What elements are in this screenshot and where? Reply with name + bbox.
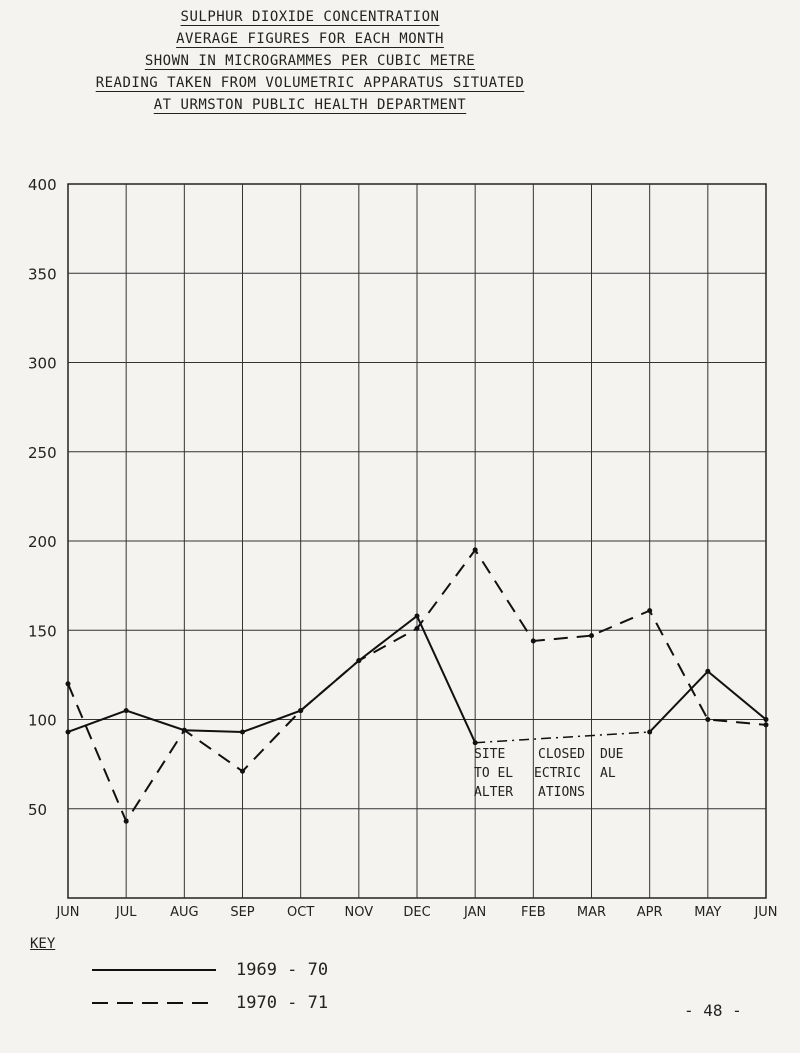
legend-entry-1970: 1970 - 71 <box>92 993 328 1013</box>
data-point <box>181 727 187 733</box>
data-point <box>414 625 420 631</box>
data-point <box>705 717 711 722</box>
data-point <box>123 818 129 824</box>
data-point <box>123 708 129 714</box>
series-line-1969-70 <box>67 614 477 744</box>
annotation-text: SITE <box>474 747 505 762</box>
annotation-text: ALTER <box>474 785 513 800</box>
x-tick-label: JAN <box>463 905 486 920</box>
data-point <box>763 717 769 722</box>
y-tick-label: 100 <box>28 712 57 730</box>
legend-dashed-sample <box>92 1002 216 1004</box>
data-point <box>65 681 71 687</box>
x-tick-label: NOV <box>345 905 374 920</box>
data-point <box>647 608 653 614</box>
data-point <box>530 638 536 644</box>
title-line-4: READING TAKEN FROM VOLUMETRIC APPARATUS … <box>95 75 525 91</box>
title-line-1: SULPHUR DIOXIDE CONCENTRATION <box>180 9 440 25</box>
legend-label-1970: 1970 - 71 <box>236 993 329 1013</box>
y-tick-label: 200 <box>28 533 57 551</box>
legend-solid-sample <box>92 969 216 971</box>
y-tick-label: 50 <box>28 801 47 819</box>
line-chart: 50 100 150 200 250 300 350 400 JUN JUL AUG SEP OCT NO… <box>28 176 778 920</box>
legend-label-1969: 1969 - 70 <box>236 960 329 980</box>
data-point <box>240 729 245 735</box>
data-point <box>472 740 478 746</box>
data-point <box>240 768 245 774</box>
x-tick-label: JUN <box>753 905 777 920</box>
x-tick-label: SEP <box>230 905 254 920</box>
data-point <box>298 708 304 714</box>
y-tick-label: 350 <box>28 265 57 283</box>
data-point <box>472 547 478 553</box>
data-point <box>589 633 594 639</box>
chart-title: SULPHUR DIOXIDE CONCENTRATION AVERAGE FI… <box>0 6 620 116</box>
title-line-2: AVERAGE FIGURES FOR EACH MONTH <box>176 31 444 47</box>
data-point <box>414 613 420 619</box>
x-tick-label: AUG <box>170 905 198 920</box>
x-tick-label: OCT <box>287 905 314 920</box>
annotation-text: ATIONS <box>538 785 585 800</box>
data-point <box>705 668 711 674</box>
data-point <box>647 729 653 735</box>
annotation-text: TO EL <box>474 766 513 781</box>
series-gap-line <box>475 731 650 744</box>
legend-entry-1969: 1969 - 70 <box>92 960 328 980</box>
x-tick-label: FEB <box>521 905 546 920</box>
data-point <box>356 658 362 664</box>
y-tick-label: 250 <box>28 444 57 462</box>
title-line-3: SHOWN IN MICROGRAMMES PER CUBIC METRE <box>144 53 476 69</box>
y-tick-label: 150 <box>28 622 57 640</box>
title-line-5: AT URMSTON PUBLIC HEALTH DEPARTMENT <box>153 97 467 113</box>
x-tick-label: APR <box>637 905 663 920</box>
annotation-text: CLOSED <box>538 747 585 762</box>
y-tick-label: 300 <box>28 355 57 373</box>
x-tick-label: MAR <box>577 905 606 920</box>
annotation-text: DUE <box>600 747 623 762</box>
x-tick-label: JUN <box>55 905 79 920</box>
data-point <box>763 722 769 728</box>
x-tick-label: JUL <box>115 905 137 920</box>
page-number: - 48 - <box>684 1001 742 1020</box>
y-tick-label: 400 <box>28 176 57 194</box>
x-tick-label: DEC <box>403 905 430 920</box>
data-point <box>65 729 71 735</box>
legend-title: KEY <box>30 936 56 952</box>
annotation-text: AL <box>600 766 616 781</box>
annotation-text: ECTRIC <box>534 766 581 781</box>
x-tick-label: MAY <box>694 905 721 920</box>
